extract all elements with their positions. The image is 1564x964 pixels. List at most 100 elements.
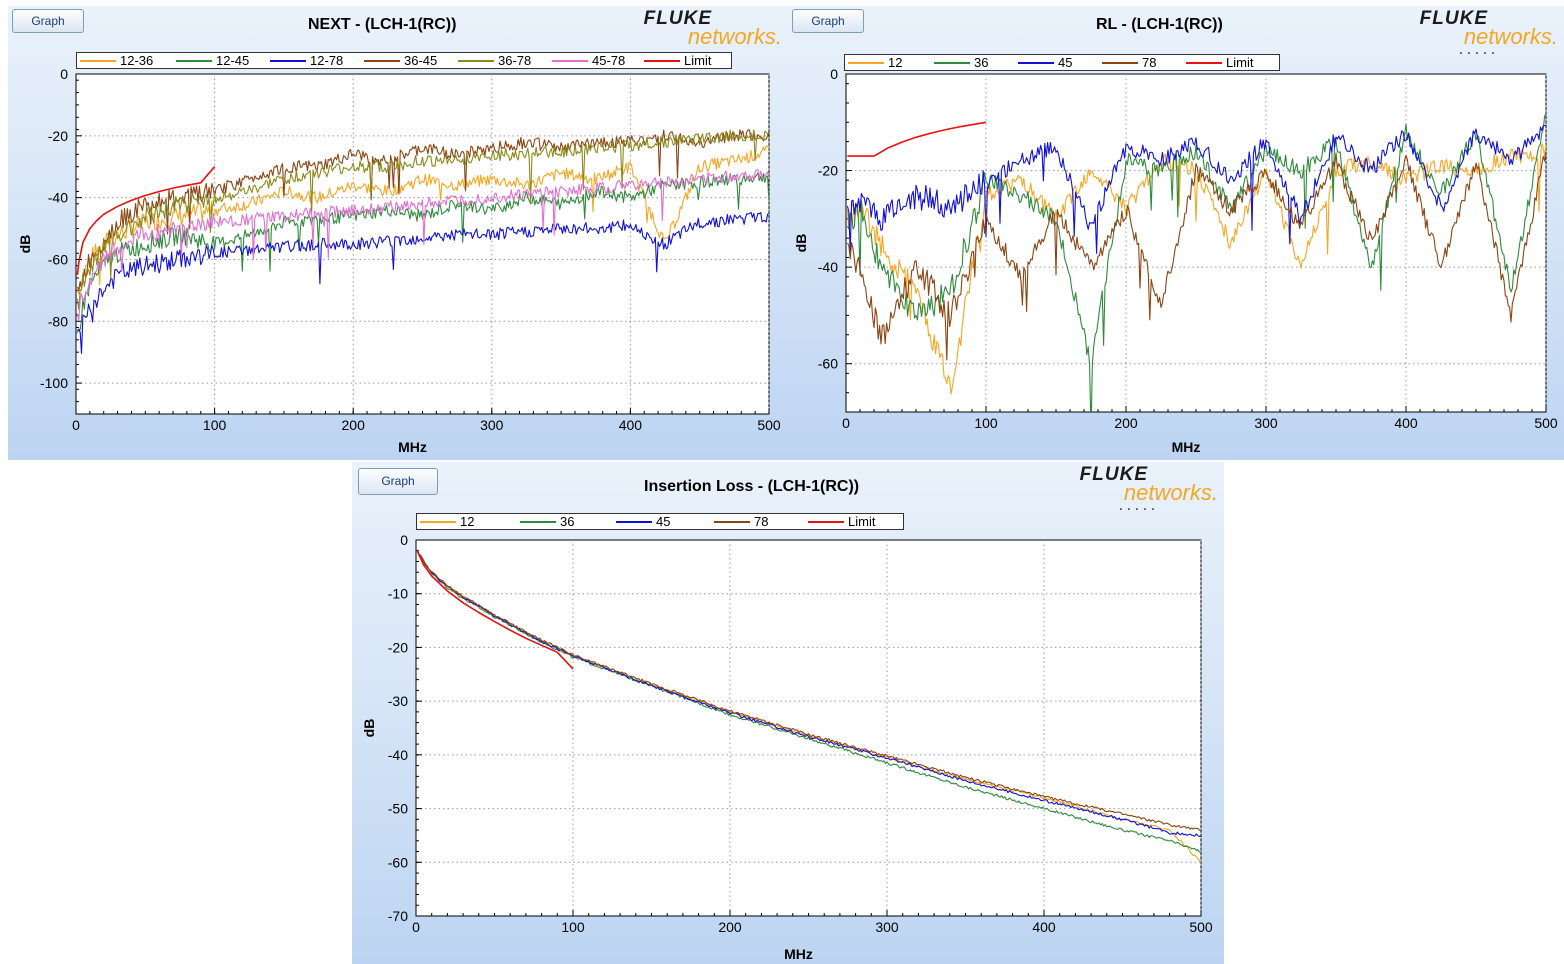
legend-label: Limit (684, 53, 712, 68)
x-axis-title: MHz (398, 439, 427, 455)
series-line (76, 166, 216, 275)
y-tick-label: -70 (388, 908, 408, 924)
series-line (847, 121, 987, 157)
legend-swatch (176, 60, 212, 62)
legend-label: 45 (1058, 55, 1073, 70)
legend-swatch (714, 521, 750, 523)
y-tick-label: -20 (818, 163, 838, 179)
legend-swatch (934, 62, 970, 64)
chart-legend: 12 36 45 78 Limit (416, 513, 904, 530)
series-line (417, 549, 1201, 832)
y-tick-label: -30 (388, 693, 408, 709)
legend-label: 12 (888, 55, 903, 70)
series-line (416, 551, 574, 670)
x-tick-label: 500 (1534, 415, 1558, 431)
series-line (846, 112, 1546, 412)
rl-chart-panel: Graph RL - (LCH-1(RC)) FLUKE networks. .… (788, 6, 1564, 460)
legend-label: 45 (656, 514, 671, 529)
legend-swatch (1186, 62, 1222, 64)
legend-swatch (644, 60, 680, 62)
legend-label: 12-78 (310, 53, 344, 68)
chart-title: NEXT - (LCH-1(RC)) (308, 16, 457, 33)
graph-button[interactable]: Graph (358, 468, 438, 495)
legend-label: 12-45 (216, 53, 250, 68)
legend-label: 36 (560, 514, 575, 529)
x-tick-label: 500 (757, 417, 781, 433)
graph-button[interactable]: Graph (792, 9, 864, 33)
y-tick-label: -20 (48, 128, 68, 144)
legend-label: 36 (974, 55, 989, 70)
series-line (846, 124, 1546, 254)
x-tick-label: 0 (72, 417, 80, 433)
series-line (76, 211, 769, 355)
x-tick-label: 300 (875, 919, 899, 935)
next-plot: 0 100 200 300 400 500 0 -20 -40 -60 -80 -100 MHz dB (17, 66, 781, 455)
legend-label: Limit (1226, 55, 1254, 70)
series-line (76, 169, 769, 322)
x-axis-title: MHz (784, 946, 813, 962)
y-tick-label: -80 (48, 313, 68, 329)
y-tick-label: -50 (388, 801, 408, 817)
y-tick-label: -60 (388, 854, 408, 870)
y-tick-label: -60 (818, 356, 838, 372)
rl-plot: 0 100 200 300 400 500 0 -20 -40 -60 MHz dB (793, 66, 1558, 455)
x-tick-label: 100 (974, 415, 998, 431)
insertion-loss-plot: 0 100 200 300 400 500 0 -10 -20 -30 -40 -50 -60 -70 MH… (361, 532, 1213, 962)
legend-swatch (364, 60, 400, 62)
legend-swatch (1018, 62, 1054, 64)
legend-swatch (552, 60, 588, 62)
next-chart-panel: Graph NEXT - (LCH-1(RC)) FLUKE networks.… (8, 6, 788, 460)
legend-swatch (80, 60, 116, 62)
series-line (417, 550, 1201, 838)
y-tick-label: -10 (388, 586, 408, 602)
legend-swatch (458, 60, 494, 62)
y-axis-title: dB (17, 235, 33, 254)
chart-legend: 12 36 45 78 Limit (844, 54, 1280, 71)
y-tick-label: -60 (48, 251, 68, 267)
legend-swatch (848, 62, 884, 64)
y-tick-label: -40 (388, 747, 408, 763)
legend-swatch (1102, 62, 1138, 64)
y-axis-title: dB (793, 234, 809, 253)
fluke-networks-logo: FLUKE networks. ..... (1079, 464, 1218, 513)
x-tick-label: 0 (412, 919, 420, 935)
graph-button[interactable]: Graph (12, 9, 84, 33)
x-tick-label: 300 (1254, 415, 1278, 431)
y-tick-label: 0 (830, 66, 838, 82)
x-tick-label: 500 (1189, 919, 1213, 935)
legend-label: 36-45 (404, 53, 438, 68)
legend-label: 45-78 (592, 53, 626, 68)
x-tick-label: 200 (718, 919, 742, 935)
legend-label: 12 (460, 514, 475, 529)
legend-swatch (808, 521, 844, 523)
series-line (846, 152, 1546, 361)
legend-label: 78 (754, 514, 769, 529)
x-tick-label: 100 (203, 417, 227, 433)
x-tick-label: 300 (480, 417, 504, 433)
x-tick-label: 400 (619, 417, 643, 433)
chart-legend: 12-36 12-45 12-78 36-45 36-78 45-78 Limit (76, 52, 732, 69)
x-tick-label: 400 (1032, 919, 1056, 935)
x-tick-label: 100 (561, 919, 585, 935)
x-tick-label: 0 (842, 415, 850, 431)
insertion-loss-chart-panel: Graph Insertion Loss - (LCH-1(RC)) FLUKE… (352, 462, 1224, 964)
legend-label: 36-78 (498, 53, 532, 68)
y-tick-label: 0 (60, 66, 68, 82)
x-tick-label: 200 (1114, 415, 1138, 431)
y-tick-label: 0 (400, 532, 408, 548)
legend-label: 12-36 (120, 53, 154, 68)
legend-swatch (616, 521, 652, 523)
series-line (76, 129, 769, 310)
x-axis-title: MHz (1172, 439, 1201, 455)
y-tick-label: -40 (48, 190, 68, 206)
chart-title: Insertion Loss - (LCH-1(RC)) (644, 478, 860, 495)
plot-area (845, 73, 1547, 413)
series-line (846, 143, 1546, 395)
x-tick-label: 400 (1394, 415, 1418, 431)
fluke-networks-logo: FLUKE networks. ..... (643, 8, 782, 57)
plot-area (415, 539, 1202, 917)
y-axis-title: dB (361, 719, 377, 738)
legend-label: 78 (1142, 55, 1157, 70)
y-tick-label: -40 (818, 259, 838, 275)
x-tick-label: 200 (342, 417, 366, 433)
